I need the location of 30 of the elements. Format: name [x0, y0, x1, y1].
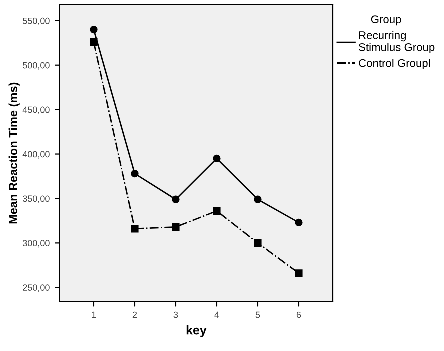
x-tick-label: 5 [256, 312, 260, 318]
x-tick-label: 6 [296, 312, 302, 318]
legend-title: Group [371, 16, 402, 26]
point [131, 170, 139, 178]
point [90, 26, 98, 34]
point [131, 225, 139, 233]
y-tick-label: 400,00 [22, 151, 50, 159]
point [254, 239, 262, 247]
point [213, 207, 221, 215]
point [295, 270, 303, 278]
y-tick-label: 500,00 [22, 62, 50, 70]
point [172, 196, 180, 204]
y-tick-label: 250,00 [23, 284, 50, 292]
y-tick-label: 550,00 [22, 18, 50, 26]
x-axis-title: key [186, 326, 207, 338]
point [213, 154, 221, 163]
x-tick-label: 4 [214, 312, 220, 318]
point [172, 223, 180, 231]
point [254, 196, 262, 204]
point [90, 38, 98, 46]
y-tick-label: 450,00 [22, 106, 50, 114]
x-tick-label: 1 [92, 312, 96, 318]
x-tick-label: 3 [174, 312, 178, 318]
legend-label: Control Groupl [359, 59, 430, 70]
y-tick-label: 300,00 [22, 240, 50, 248]
x-tick-label: 2 [132, 312, 138, 318]
point [295, 218, 303, 227]
legend-label: Recurring Stimulus Group [359, 31, 435, 54]
y-axis-title: Mean Reaction Time (ms) [8, 82, 20, 224]
y-tick-label: 350,00 [22, 196, 50, 204]
